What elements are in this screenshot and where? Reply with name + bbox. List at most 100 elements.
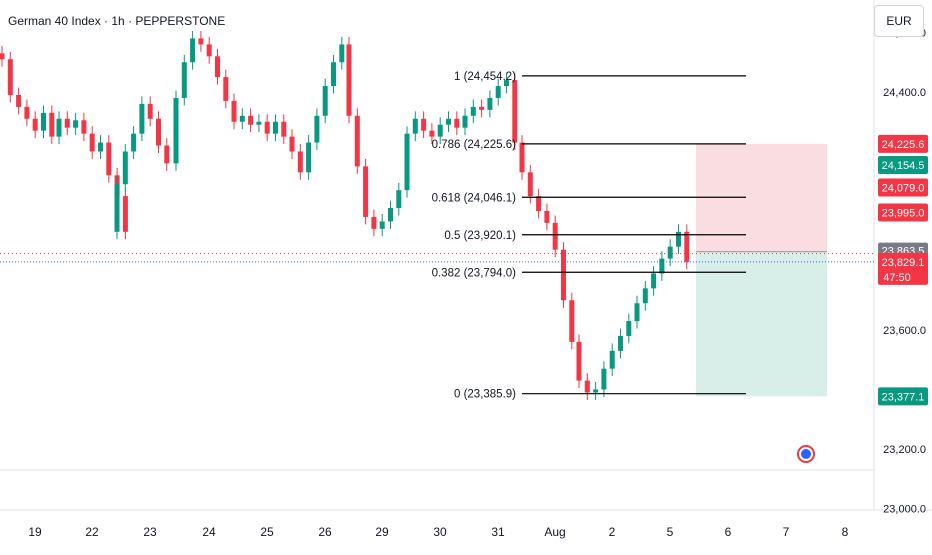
event-marker-dot-icon: [801, 449, 811, 459]
candle-body: [634, 303, 640, 322]
candle-body: [651, 273, 657, 289]
candle-body: [156, 118, 161, 146]
price-label-tag: [878, 252, 928, 285]
candle-body: [73, 120, 79, 128]
candle-body: [0, 53, 5, 60]
x-tick-label: 5: [667, 525, 674, 539]
candle-body: [519, 142, 525, 173]
candle-body: [122, 151, 128, 185]
candle-body: [569, 300, 575, 342]
price-label-tag: [878, 203, 928, 222]
candle-body: [552, 222, 558, 250]
price-label-text: 24,154.5: [882, 160, 925, 172]
candle-body: [273, 121, 278, 134]
currency-button[interactable]: EUR: [874, 5, 924, 37]
fib-level-label: 0 (23,385.9): [454, 389, 516, 401]
candle-body: [470, 106, 476, 116]
price-label-tag: [878, 156, 928, 175]
price-label-text: 23,377.1: [882, 391, 925, 403]
candle-body: [429, 130, 435, 137]
candle-body: [281, 121, 287, 137]
candle-body: [264, 121, 270, 134]
x-tick-label: 22: [85, 525, 99, 539]
candle-body: [601, 368, 607, 390]
candle-body: [544, 211, 550, 223]
candle-body: [371, 216, 377, 229]
fib-level-label: 1 (24,454.2): [454, 71, 516, 83]
candle-body: [231, 100, 237, 122]
candle-body: [131, 133, 137, 152]
candle-body: [363, 166, 369, 217]
fib-level-label: 0.618 (24,046.1): [432, 192, 517, 204]
candle-body: [667, 246, 673, 259]
candle-body: [181, 62, 187, 98]
x-tick-label: 25: [260, 525, 274, 539]
candle-body: [215, 56, 220, 78]
x-tick-label: Aug: [544, 525, 565, 539]
x-tick-label: 2: [609, 525, 616, 539]
candle-body: [16, 94, 22, 107]
candle-body: [584, 380, 590, 393]
candle-body: [454, 118, 460, 128]
y-tick-label: 23,600.0: [883, 325, 926, 337]
x-tick-label: 8: [842, 525, 849, 539]
candle-body: [331, 62, 336, 87]
candle-body: [122, 196, 128, 232]
candle-body: [56, 118, 62, 137]
candle-body: [248, 115, 254, 125]
price-label-tag: [878, 178, 928, 197]
candle-body: [504, 80, 509, 87]
candle-body: [114, 184, 120, 232]
x-tick-label: 29: [375, 525, 389, 539]
x-tick-label: 31: [491, 525, 505, 539]
candle-body: [684, 231, 690, 262]
candle-body: [527, 172, 533, 197]
candle-body: [388, 208, 393, 222]
candle-body: [437, 124, 443, 137]
candle-body: [173, 97, 179, 164]
candle-body: [41, 112, 46, 131]
candle-body: [223, 77, 229, 101]
candle-body: [421, 118, 427, 131]
candle-body: [190, 38, 196, 63]
candle-body: [24, 106, 30, 119]
candle-body: [396, 190, 402, 209]
candle-body: [618, 335, 623, 351]
candle-body: [198, 38, 204, 45]
price-label-text: 23,829.1: [882, 257, 925, 269]
candle-body: [164, 145, 170, 164]
candle-body: [576, 341, 582, 381]
candle-body: [256, 121, 262, 125]
candle-body: [412, 118, 418, 134]
candle-body: [7, 59, 13, 95]
x-tick-label: 30: [433, 525, 447, 539]
candle-body: [139, 103, 145, 134]
candle-body: [346, 44, 352, 116]
candle-body: [49, 112, 55, 137]
fib-level-label: 0.382 (23,794.0): [432, 267, 517, 279]
candle-body: [676, 231, 681, 247]
countdown-label: 47:50: [883, 272, 911, 284]
candle-body: [106, 142, 112, 176]
price-label-tag: [878, 387, 928, 406]
y-tick-label: 23,000.0: [883, 504, 926, 516]
candle-body: [536, 196, 542, 211]
candle-body: [561, 249, 566, 301]
candle-body: [206, 44, 212, 57]
candle-body: [379, 221, 385, 229]
candle-body: [609, 350, 615, 369]
price-label-tag: [878, 134, 928, 153]
candle-body: [593, 389, 599, 393]
candle-body: [495, 86, 501, 98]
candle-body: [659, 258, 665, 274]
y-tick-label: 23,200.0: [883, 444, 926, 456]
x-tick-label: 19: [28, 525, 42, 539]
candle-body: [446, 118, 451, 125]
price-label-text: 24,079.0: [882, 182, 925, 194]
take-profit-zone: [696, 251, 827, 397]
fib-level-label: 0.5 (23,920.1): [444, 230, 516, 242]
candle-body: [642, 288, 648, 304]
x-tick-label: 24: [202, 525, 216, 539]
